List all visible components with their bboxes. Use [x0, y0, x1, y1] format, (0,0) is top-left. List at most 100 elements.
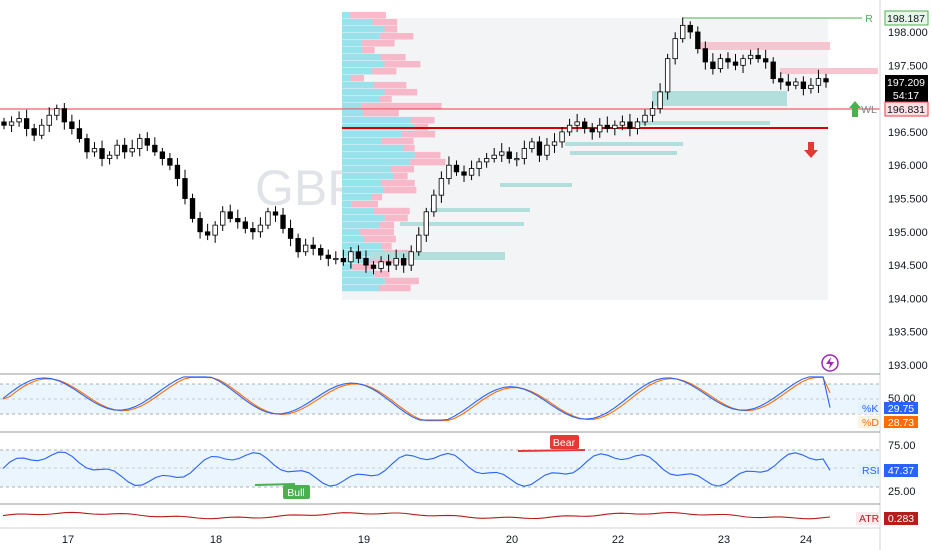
candle-body[interactable] — [106, 154, 113, 159]
candle-body[interactable] — [453, 164, 460, 173]
candle-body[interactable] — [642, 114, 648, 123]
candle-body[interactable] — [634, 121, 641, 129]
candle-body[interactable] — [800, 81, 807, 90]
candle-body[interactable] — [589, 128, 595, 133]
candle-body[interactable] — [664, 58, 671, 93]
candle-body[interactable] — [559, 131, 565, 143]
candle-body[interactable] — [446, 164, 452, 179]
candle-body[interactable] — [401, 258, 407, 266]
candle-body[interactable] — [370, 264, 377, 269]
candle-body[interactable] — [416, 234, 422, 253]
candle-body[interactable] — [710, 61, 716, 70]
candle-body[interactable] — [808, 84, 814, 90]
candle-body[interactable] — [695, 31, 701, 50]
candle-body[interactable] — [46, 114, 52, 126]
candle-body[interactable] — [747, 54, 754, 60]
candle-body[interactable] — [302, 244, 309, 253]
candle-body[interactable] — [823, 78, 829, 83]
candle-body[interactable] — [627, 121, 633, 129]
candle-body[interactable] — [604, 124, 610, 129]
candle-body[interactable] — [84, 138, 90, 153]
candle-body[interactable] — [76, 128, 83, 139]
candle-body[interactable] — [333, 258, 339, 261]
candle-body[interactable] — [242, 221, 248, 229]
candle-body[interactable] — [348, 251, 354, 263]
candle-body[interactable] — [272, 211, 279, 216]
candle-body[interactable] — [438, 178, 445, 196]
candle-body[interactable] — [152, 144, 158, 153]
candle-body[interactable] — [612, 124, 618, 129]
candle-body[interactable] — [468, 168, 475, 176]
candle-body[interactable] — [423, 211, 429, 236]
candle-body[interactable] — [167, 158, 173, 166]
candle-body[interactable] — [250, 228, 256, 233]
candle-body[interactable] — [385, 261, 392, 266]
candle-body[interactable] — [295, 238, 301, 253]
candle-body[interactable] — [39, 124, 45, 136]
time-axis[interactable]: 17 18 19 20 22 23 24 — [62, 534, 812, 546]
candle-body[interactable] — [551, 141, 558, 146]
candle-body[interactable] — [815, 78, 822, 86]
candle-body[interactable] — [363, 258, 369, 266]
candle-body[interactable] — [137, 138, 143, 149]
candle-body[interactable] — [129, 148, 135, 153]
candle-body[interactable] — [521, 148, 528, 159]
candle-body[interactable] — [755, 54, 761, 60]
candle-body[interactable] — [54, 108, 60, 116]
candle-body[interactable] — [431, 194, 437, 213]
candle-body[interactable] — [69, 121, 75, 129]
candle-body[interactable] — [378, 261, 384, 269]
candle-body[interactable] — [529, 141, 535, 149]
candle-body[interactable] — [287, 228, 294, 239]
candle-body[interactable] — [597, 124, 603, 133]
candle-body[interactable] — [499, 151, 505, 156]
candle-body[interactable] — [8, 121, 15, 126]
candle-body[interactable] — [197, 218, 203, 233]
candle-body[interactable] — [265, 211, 271, 226]
candle-body[interactable] — [99, 148, 105, 159]
candle-body[interactable] — [514, 158, 520, 161]
candle-body[interactable] — [778, 78, 784, 83]
candle-body[interactable] — [325, 254, 331, 259]
candle-body[interactable] — [582, 121, 588, 129]
lightning-icon[interactable] — [821, 354, 839, 372]
candle-body[interactable] — [310, 244, 316, 249]
candle-body[interactable] — [770, 61, 776, 80]
candle-body[interactable] — [687, 24, 693, 33]
candle-body[interactable] — [23, 118, 30, 129]
candle-body[interactable] — [619, 121, 626, 126]
candle-body[interactable] — [144, 138, 150, 146]
candle-body[interactable] — [476, 161, 482, 169]
candle-body[interactable] — [793, 81, 799, 86]
candle-body[interactable] — [785, 81, 791, 86]
candle-body[interactable] — [189, 198, 196, 219]
candle-body[interactable] — [212, 224, 218, 236]
candle-body[interactable] — [506, 151, 512, 159]
candle-body[interactable] — [680, 24, 686, 40]
candle-body[interactable] — [732, 61, 739, 66]
candle-body[interactable] — [566, 124, 573, 133]
candle-body[interactable] — [393, 258, 399, 266]
candle-body[interactable] — [121, 144, 128, 153]
candle-body[interactable] — [355, 251, 362, 259]
candle-body[interactable] — [159, 151, 166, 159]
candle-body[interactable] — [491, 154, 497, 159]
candle-body[interactable] — [318, 248, 324, 256]
candle-body[interactable] — [461, 171, 467, 176]
candle-body[interactable] — [31, 128, 37, 136]
candle-body[interactable] — [174, 164, 181, 179]
candle-body[interactable] — [91, 148, 98, 153]
candle-body[interactable] — [717, 58, 724, 70]
candle-body[interactable] — [536, 141, 543, 156]
candle-body[interactable] — [763, 58, 769, 63]
candle-body[interactable] — [657, 91, 663, 109]
candle-body[interactable] — [16, 118, 22, 123]
candle-body[interactable] — [61, 108, 67, 123]
candle-body[interactable] — [672, 38, 678, 60]
candle-body[interactable] — [1, 121, 7, 126]
candle-body[interactable] — [340, 258, 347, 263]
candle-body[interactable] — [114, 144, 120, 156]
candle-body[interactable] — [408, 251, 414, 266]
candle-body[interactable] — [257, 224, 264, 233]
